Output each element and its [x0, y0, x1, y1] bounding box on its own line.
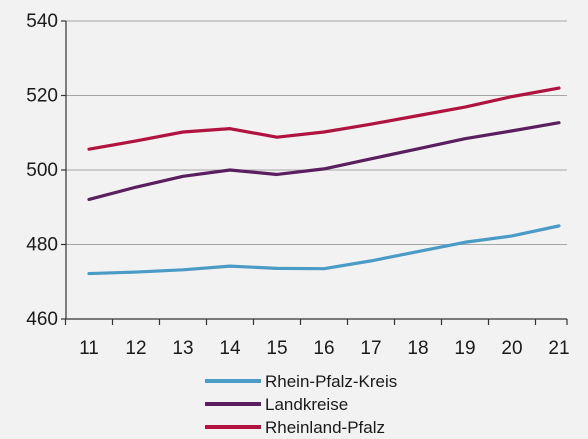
series-line-1 [87, 121, 561, 202]
x-tick-label: 14 [219, 338, 241, 359]
x-tick-label: 16 [313, 338, 334, 359]
x-tick-label: 19 [454, 338, 475, 359]
y-tick-label: 500 [26, 160, 58, 181]
x-tick-label: 15 [266, 338, 287, 359]
x-tick-label: 17 [360, 338, 381, 359]
x-tick-label: 13 [172, 338, 193, 359]
y-tick-label: 520 [26, 86, 58, 107]
y-tick-label: 480 [26, 235, 58, 256]
series-lines [87, 86, 561, 276]
x-tick-label: 20 [501, 338, 522, 359]
x-tick-label: 18 [407, 338, 428, 359]
series-line-0 [87, 224, 561, 276]
x-tick-label: 11 [79, 338, 99, 359]
legend-label: Landkreise [265, 395, 348, 414]
grid-lines [66, 20, 567, 245]
x-tick-label: 12 [125, 338, 146, 359]
legend: Rhein-Pfalz-Kreis Landkreise Rheinland-Pfa… [205, 372, 397, 437]
y-axis-ticks: 460 480 500 520 540 [26, 11, 66, 330]
x-axis-ticks: 11 12 13 14 15 16 17 18 19 20 21 [64, 319, 570, 359]
legend-label: Rheinland-Pfalz [265, 418, 385, 437]
legend-label: Rhein-Pfalz-Kreis [265, 372, 397, 391]
y-tick-label: 460 [26, 309, 58, 330]
series-line-2 [87, 86, 561, 151]
y-tick-label: 540 [26, 11, 58, 32]
x-tick-label: 21 [548, 338, 569, 359]
